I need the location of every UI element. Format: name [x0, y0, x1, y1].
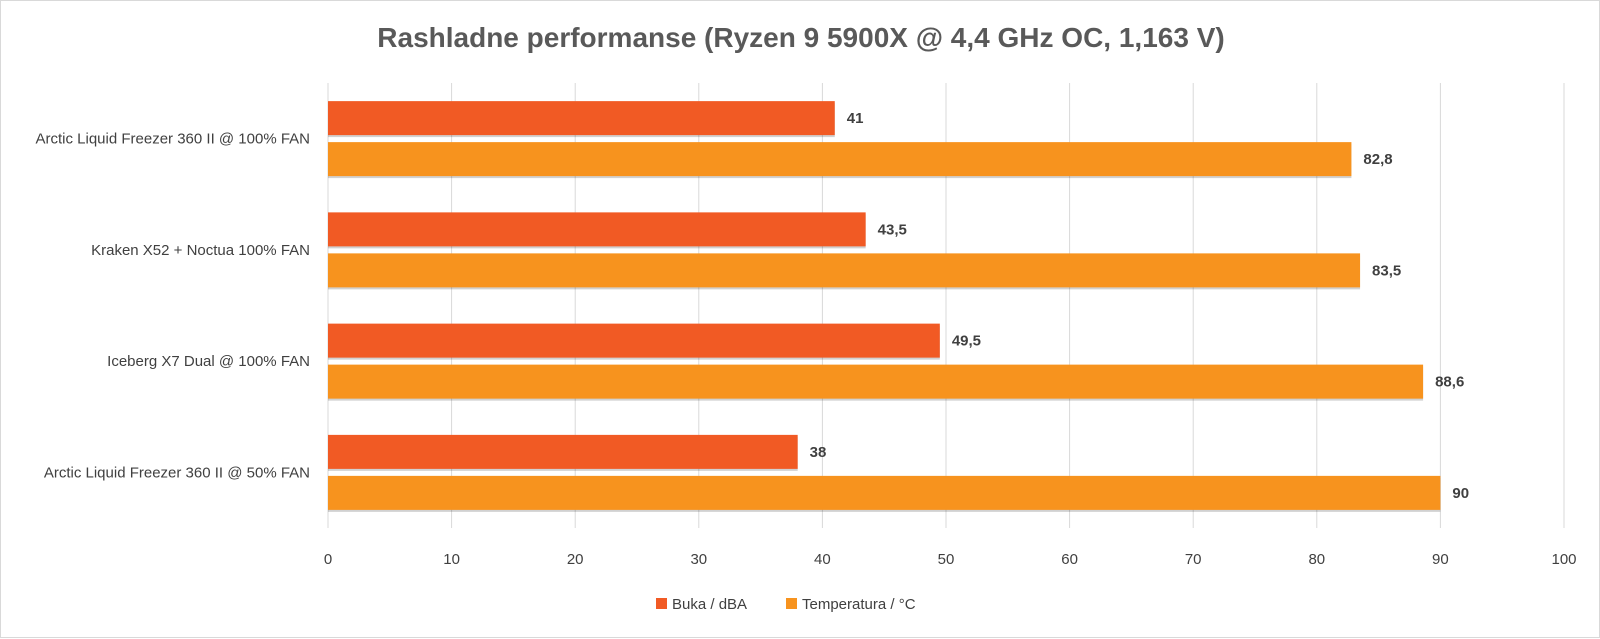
bar-series-0-cat-0: [328, 101, 835, 136]
bar-series-1-cat-2: [328, 364, 1424, 399]
category-label: Arctic Liquid Freezer 360 II @ 100% FAN: [35, 131, 310, 148]
bar-series-1-cat-0: [328, 142, 1352, 177]
category-label: Arctic Liquid Freezer 360 II @ 50% FAN: [44, 464, 310, 481]
x-tick-label: 20: [567, 551, 584, 568]
x-tick-label: 80: [1308, 551, 1325, 568]
legend-swatch-1: [786, 598, 797, 609]
x-tick-label: 30: [690, 551, 707, 568]
x-tick-label: 70: [1185, 551, 1202, 568]
category-label: Iceberg X7 Dual @ 100% FAN: [107, 353, 310, 370]
x-tick-label: 0: [324, 551, 332, 568]
data-label: 83,5: [1372, 262, 1401, 279]
bars: [328, 101, 1441, 512]
data-label: 49,5: [952, 333, 981, 350]
legend-label-0: Buka / dBA: [672, 596, 747, 613]
bar-series-0-cat-2: [328, 323, 940, 358]
x-tick-label: 100: [1551, 551, 1576, 568]
x-tick-label: 60: [1061, 551, 1078, 568]
data-label: 82,8: [1363, 151, 1392, 168]
data-label: 90: [1452, 485, 1469, 502]
x-tick-label: 40: [814, 551, 831, 568]
x-tick-label: 90: [1432, 551, 1449, 568]
bar-series-1-cat-3: [328, 475, 1441, 510]
labels: 0 10 20 30 40 50 60 70 80 90 100 Arctic Liquid Free…: [35, 110, 1576, 568]
chart-title: Rashladne performanse (Ryzen 9 5900X @ 4…: [377, 22, 1224, 53]
data-label: 38: [810, 444, 827, 461]
bar-series-0-cat-1: [328, 212, 866, 247]
x-tick-label: 50: [938, 551, 955, 568]
legend: Buka / dBA Temperatura / °C: [656, 596, 916, 613]
category-label: Kraken X52 + Noctua 100% FAN: [91, 242, 310, 259]
data-label: 43,5: [878, 221, 907, 238]
data-label: 41: [847, 110, 864, 127]
x-tick-label: 10: [443, 551, 460, 568]
bar-series-0-cat-3: [328, 434, 798, 469]
legend-swatch-0: [656, 598, 667, 609]
bar-series-1-cat-1: [328, 253, 1361, 288]
data-label: 88,6: [1435, 374, 1464, 391]
legend-label-1: Temperatura / °C: [802, 596, 916, 613]
